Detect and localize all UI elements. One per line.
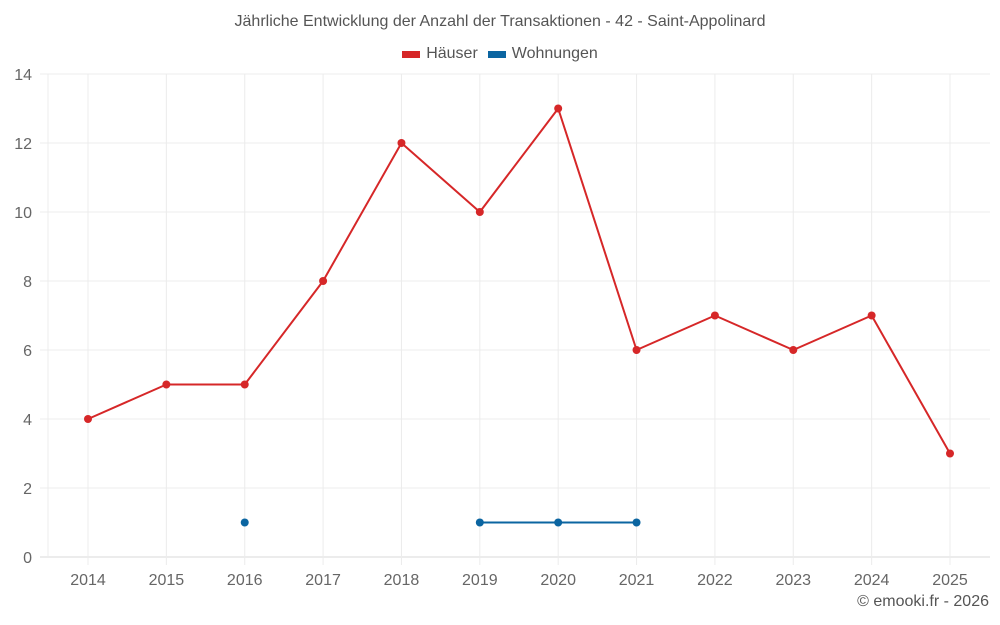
y-tick-label: 8 bbox=[23, 274, 32, 291]
series-wohnungen bbox=[240, 518, 641, 527]
data-point[interactable] bbox=[554, 518, 563, 527]
x-axis: 2014 2015 2016 2017 2018 2019 2020 2021 2022 2023… bbox=[70, 572, 968, 589]
legend-item-haeuser[interactable]: Häuser bbox=[402, 45, 478, 63]
legend-label-wohnungen: Wohnungen bbox=[511, 45, 598, 62]
data-point[interactable] bbox=[397, 139, 406, 147]
data-point[interactable] bbox=[554, 104, 563, 113]
data-point[interactable] bbox=[710, 311, 719, 320]
x-tick-label: 2016 bbox=[227, 572, 263, 589]
data-point[interactable] bbox=[632, 346, 641, 354]
x-tick-label: 2015 bbox=[149, 572, 185, 589]
y-tick-label: 4 bbox=[23, 412, 32, 429]
x-tick-label: 2017 bbox=[305, 572, 341, 589]
x-tick-label: 2025 bbox=[932, 572, 968, 589]
x-tick-label: 2014 bbox=[70, 572, 106, 589]
y-tick-label: 14 bbox=[14, 67, 32, 84]
credit-text: © emooki.fr - 2026 bbox=[857, 593, 989, 610]
x-tick-label: 2022 bbox=[697, 572, 733, 589]
x-tick-label: 2020 bbox=[540, 572, 576, 589]
y-tick-label: 6 bbox=[23, 343, 32, 360]
legend-item-wohnungen[interactable]: Wohnungen bbox=[487, 45, 598, 63]
data-point[interactable] bbox=[162, 380, 171, 389]
legend-label-haeuser: Häuser bbox=[426, 45, 478, 62]
y-axis: 0 2 4 6 8 10 12 14 bbox=[14, 67, 32, 567]
data-point[interactable] bbox=[789, 346, 798, 354]
data-series bbox=[84, 104, 954, 527]
y-tick-label: 0 bbox=[23, 550, 32, 567]
x-tick-label: 2018 bbox=[384, 572, 420, 589]
data-point[interactable] bbox=[84, 415, 92, 423]
series-häuser bbox=[84, 104, 954, 458]
legend-swatch-haeuser bbox=[402, 50, 421, 58]
y-tick-label: 2 bbox=[23, 481, 32, 498]
grid-lines bbox=[40, 73, 990, 565]
data-point[interactable] bbox=[475, 518, 484, 527]
data-point[interactable] bbox=[632, 518, 641, 527]
x-tick-label: 2024 bbox=[854, 572, 890, 589]
series-line bbox=[87, 107, 951, 454]
data-point[interactable] bbox=[240, 518, 249, 527]
y-tick-label: 12 bbox=[14, 136, 32, 153]
x-tick-label: 2021 bbox=[619, 572, 655, 589]
legend-swatch-wohnungen bbox=[487, 50, 506, 58]
data-point[interactable] bbox=[240, 380, 249, 389]
data-point[interactable] bbox=[946, 449, 954, 458]
x-tick-label: 2019 bbox=[462, 572, 498, 589]
data-point[interactable] bbox=[319, 277, 328, 285]
x-tick-label: 2023 bbox=[775, 572, 811, 589]
chart-title: Jährliche Entwicklung der Anzahl der Tra… bbox=[234, 13, 766, 30]
legend: Häuser Wohnungen bbox=[0, 45, 1000, 63]
data-point[interactable] bbox=[475, 208, 484, 216]
y-tick-label: 10 bbox=[14, 205, 32, 222]
data-point[interactable] bbox=[867, 311, 876, 320]
